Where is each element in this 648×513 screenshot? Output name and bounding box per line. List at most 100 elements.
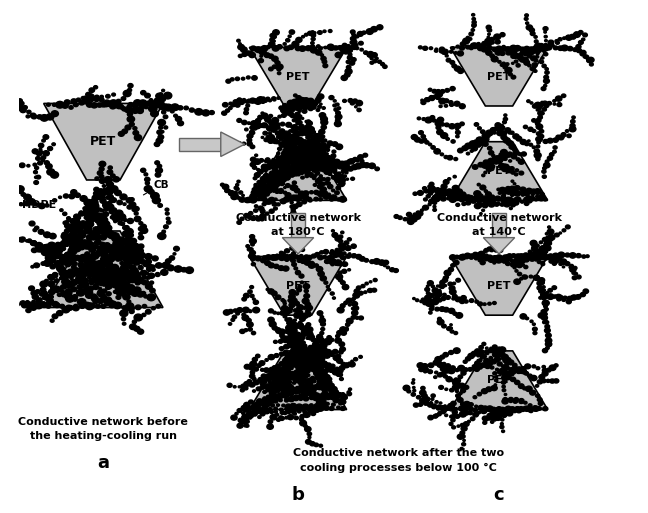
- Circle shape: [314, 133, 319, 139]
- Circle shape: [299, 362, 303, 364]
- Circle shape: [102, 289, 107, 293]
- Circle shape: [478, 302, 483, 306]
- Circle shape: [113, 290, 117, 293]
- Circle shape: [262, 379, 266, 382]
- Circle shape: [483, 202, 489, 206]
- Circle shape: [294, 332, 300, 337]
- Circle shape: [492, 372, 497, 375]
- Circle shape: [311, 158, 316, 162]
- Circle shape: [329, 46, 334, 50]
- Circle shape: [433, 293, 437, 296]
- Circle shape: [280, 181, 283, 184]
- Circle shape: [439, 385, 443, 389]
- Circle shape: [117, 284, 122, 287]
- Circle shape: [83, 243, 90, 249]
- Circle shape: [250, 255, 257, 260]
- Circle shape: [281, 122, 284, 126]
- Circle shape: [472, 43, 478, 48]
- Circle shape: [301, 142, 305, 144]
- Circle shape: [280, 311, 285, 315]
- Circle shape: [293, 204, 298, 209]
- Circle shape: [383, 260, 389, 265]
- Circle shape: [281, 174, 285, 179]
- Circle shape: [333, 46, 338, 50]
- Circle shape: [490, 347, 492, 349]
- Circle shape: [508, 152, 512, 155]
- Circle shape: [283, 300, 286, 303]
- Circle shape: [260, 214, 265, 219]
- Circle shape: [515, 46, 521, 51]
- Circle shape: [319, 373, 323, 377]
- Circle shape: [26, 308, 31, 312]
- Circle shape: [317, 385, 323, 390]
- Circle shape: [293, 379, 295, 381]
- Circle shape: [375, 57, 378, 60]
- Circle shape: [316, 165, 322, 169]
- Circle shape: [489, 151, 494, 155]
- Circle shape: [294, 329, 297, 332]
- Circle shape: [359, 162, 365, 168]
- Circle shape: [268, 132, 272, 134]
- Circle shape: [425, 295, 430, 300]
- Circle shape: [279, 171, 284, 175]
- Circle shape: [473, 253, 480, 259]
- Circle shape: [249, 366, 253, 369]
- Circle shape: [137, 108, 143, 113]
- Circle shape: [28, 199, 36, 205]
- Circle shape: [266, 395, 270, 398]
- Circle shape: [308, 410, 312, 413]
- Circle shape: [126, 288, 134, 294]
- Circle shape: [257, 122, 260, 126]
- Circle shape: [506, 371, 509, 374]
- Circle shape: [318, 405, 324, 410]
- Circle shape: [492, 48, 496, 51]
- Circle shape: [314, 101, 318, 105]
- Circle shape: [318, 155, 325, 161]
- Circle shape: [75, 216, 78, 220]
- Circle shape: [332, 297, 336, 299]
- Circle shape: [31, 114, 37, 119]
- Circle shape: [415, 214, 421, 219]
- Circle shape: [316, 339, 320, 342]
- Circle shape: [268, 420, 273, 423]
- Circle shape: [294, 352, 298, 356]
- Circle shape: [305, 131, 309, 134]
- Circle shape: [321, 345, 325, 348]
- Circle shape: [273, 30, 279, 35]
- Circle shape: [135, 252, 139, 255]
- Circle shape: [572, 116, 575, 119]
- Circle shape: [277, 68, 281, 71]
- Circle shape: [539, 241, 542, 244]
- Circle shape: [289, 30, 295, 34]
- Circle shape: [428, 143, 432, 146]
- Circle shape: [298, 152, 301, 154]
- Circle shape: [284, 144, 291, 149]
- Circle shape: [463, 193, 466, 196]
- Circle shape: [290, 361, 296, 366]
- Circle shape: [296, 100, 302, 104]
- Circle shape: [270, 179, 274, 183]
- Circle shape: [269, 376, 272, 378]
- Circle shape: [322, 153, 326, 156]
- Circle shape: [305, 352, 309, 356]
- Circle shape: [319, 341, 324, 344]
- Circle shape: [165, 212, 169, 215]
- Circle shape: [307, 144, 310, 147]
- Circle shape: [582, 38, 585, 41]
- Circle shape: [533, 104, 537, 108]
- Circle shape: [294, 319, 296, 321]
- Circle shape: [288, 150, 291, 152]
- Circle shape: [539, 60, 544, 64]
- Circle shape: [94, 187, 99, 192]
- Circle shape: [292, 135, 296, 139]
- Circle shape: [294, 152, 299, 156]
- Circle shape: [80, 243, 87, 248]
- Circle shape: [570, 295, 577, 300]
- Circle shape: [327, 384, 330, 386]
- Circle shape: [52, 314, 58, 319]
- Circle shape: [62, 279, 69, 285]
- Circle shape: [311, 358, 316, 362]
- Circle shape: [142, 280, 148, 285]
- Polygon shape: [249, 47, 347, 106]
- Circle shape: [329, 406, 334, 410]
